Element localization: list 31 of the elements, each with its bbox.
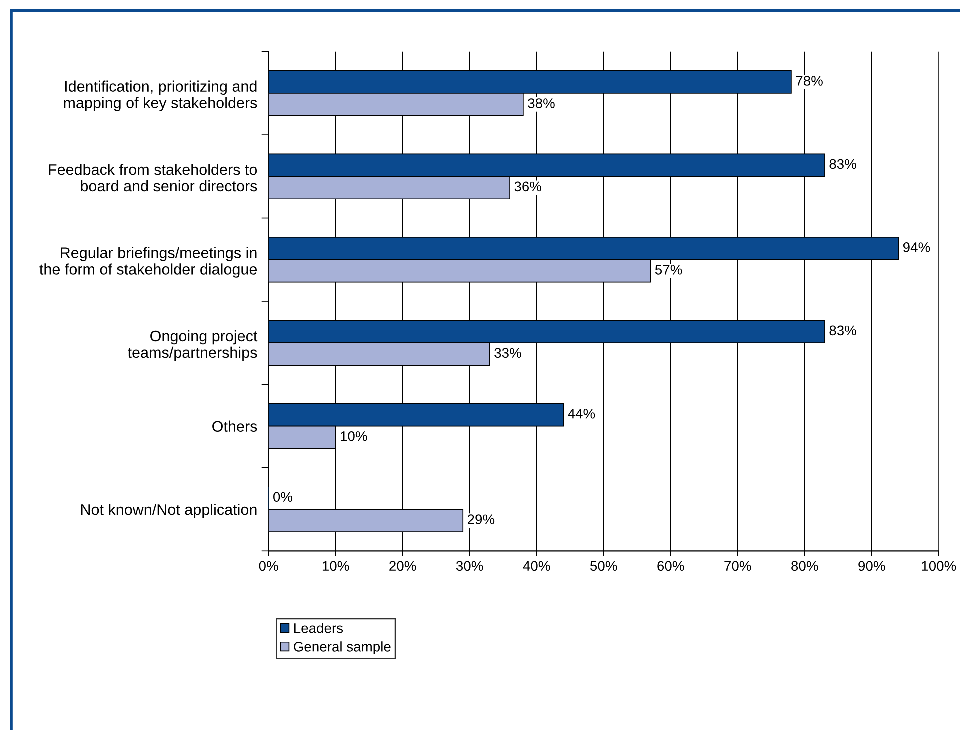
x-tick-label: 70% <box>724 561 752 572</box>
x-tick-label: 100% <box>922 561 956 572</box>
data-label: 44% <box>568 409 596 419</box>
data-label: 10% <box>341 431 368 442</box>
y-tick-label: Regular briefings/meetings in the form of stakeholder dialogue <box>40 247 258 278</box>
x-tick-label: 20% <box>390 561 416 572</box>
x-tick-label: 60% <box>658 561 684 572</box>
y-tick-label: Feedback from stakeholders to board and senior directors <box>49 164 258 192</box>
x-tick-label: 0% <box>259 561 278 572</box>
legend-label: Leaders <box>294 623 344 634</box>
x-tick-label: 40% <box>523 561 550 572</box>
data-label: 29% <box>468 514 495 525</box>
legend-label: General sample <box>294 642 391 655</box>
data-label: 94% <box>903 242 930 252</box>
data-label: 36% <box>514 182 542 192</box>
x-tick-label: 10% <box>322 561 350 572</box>
data-label: 83% <box>830 326 856 336</box>
data-label: 78% <box>796 76 823 86</box>
x-tick-label: 30% <box>456 561 484 572</box>
data-label: 57% <box>655 265 682 275</box>
x-tick-label: 50% <box>590 561 618 572</box>
data-label: 0% <box>274 492 293 502</box>
y-tick-label: Others <box>212 420 258 432</box>
y-tick-label: Ongoing project teams/partnerships <box>128 330 258 362</box>
y-tick-label: Not known/Not application <box>81 504 257 518</box>
x-tick-label: 90% <box>858 561 886 572</box>
data-label: 83% <box>830 159 856 170</box>
x-tick-label: 80% <box>792 561 818 572</box>
data-label: 33% <box>494 348 522 358</box>
y-tick-label: Identification, prioritizing and mapping of key stakeholders <box>64 80 258 112</box>
data-label: 38% <box>528 98 555 108</box>
